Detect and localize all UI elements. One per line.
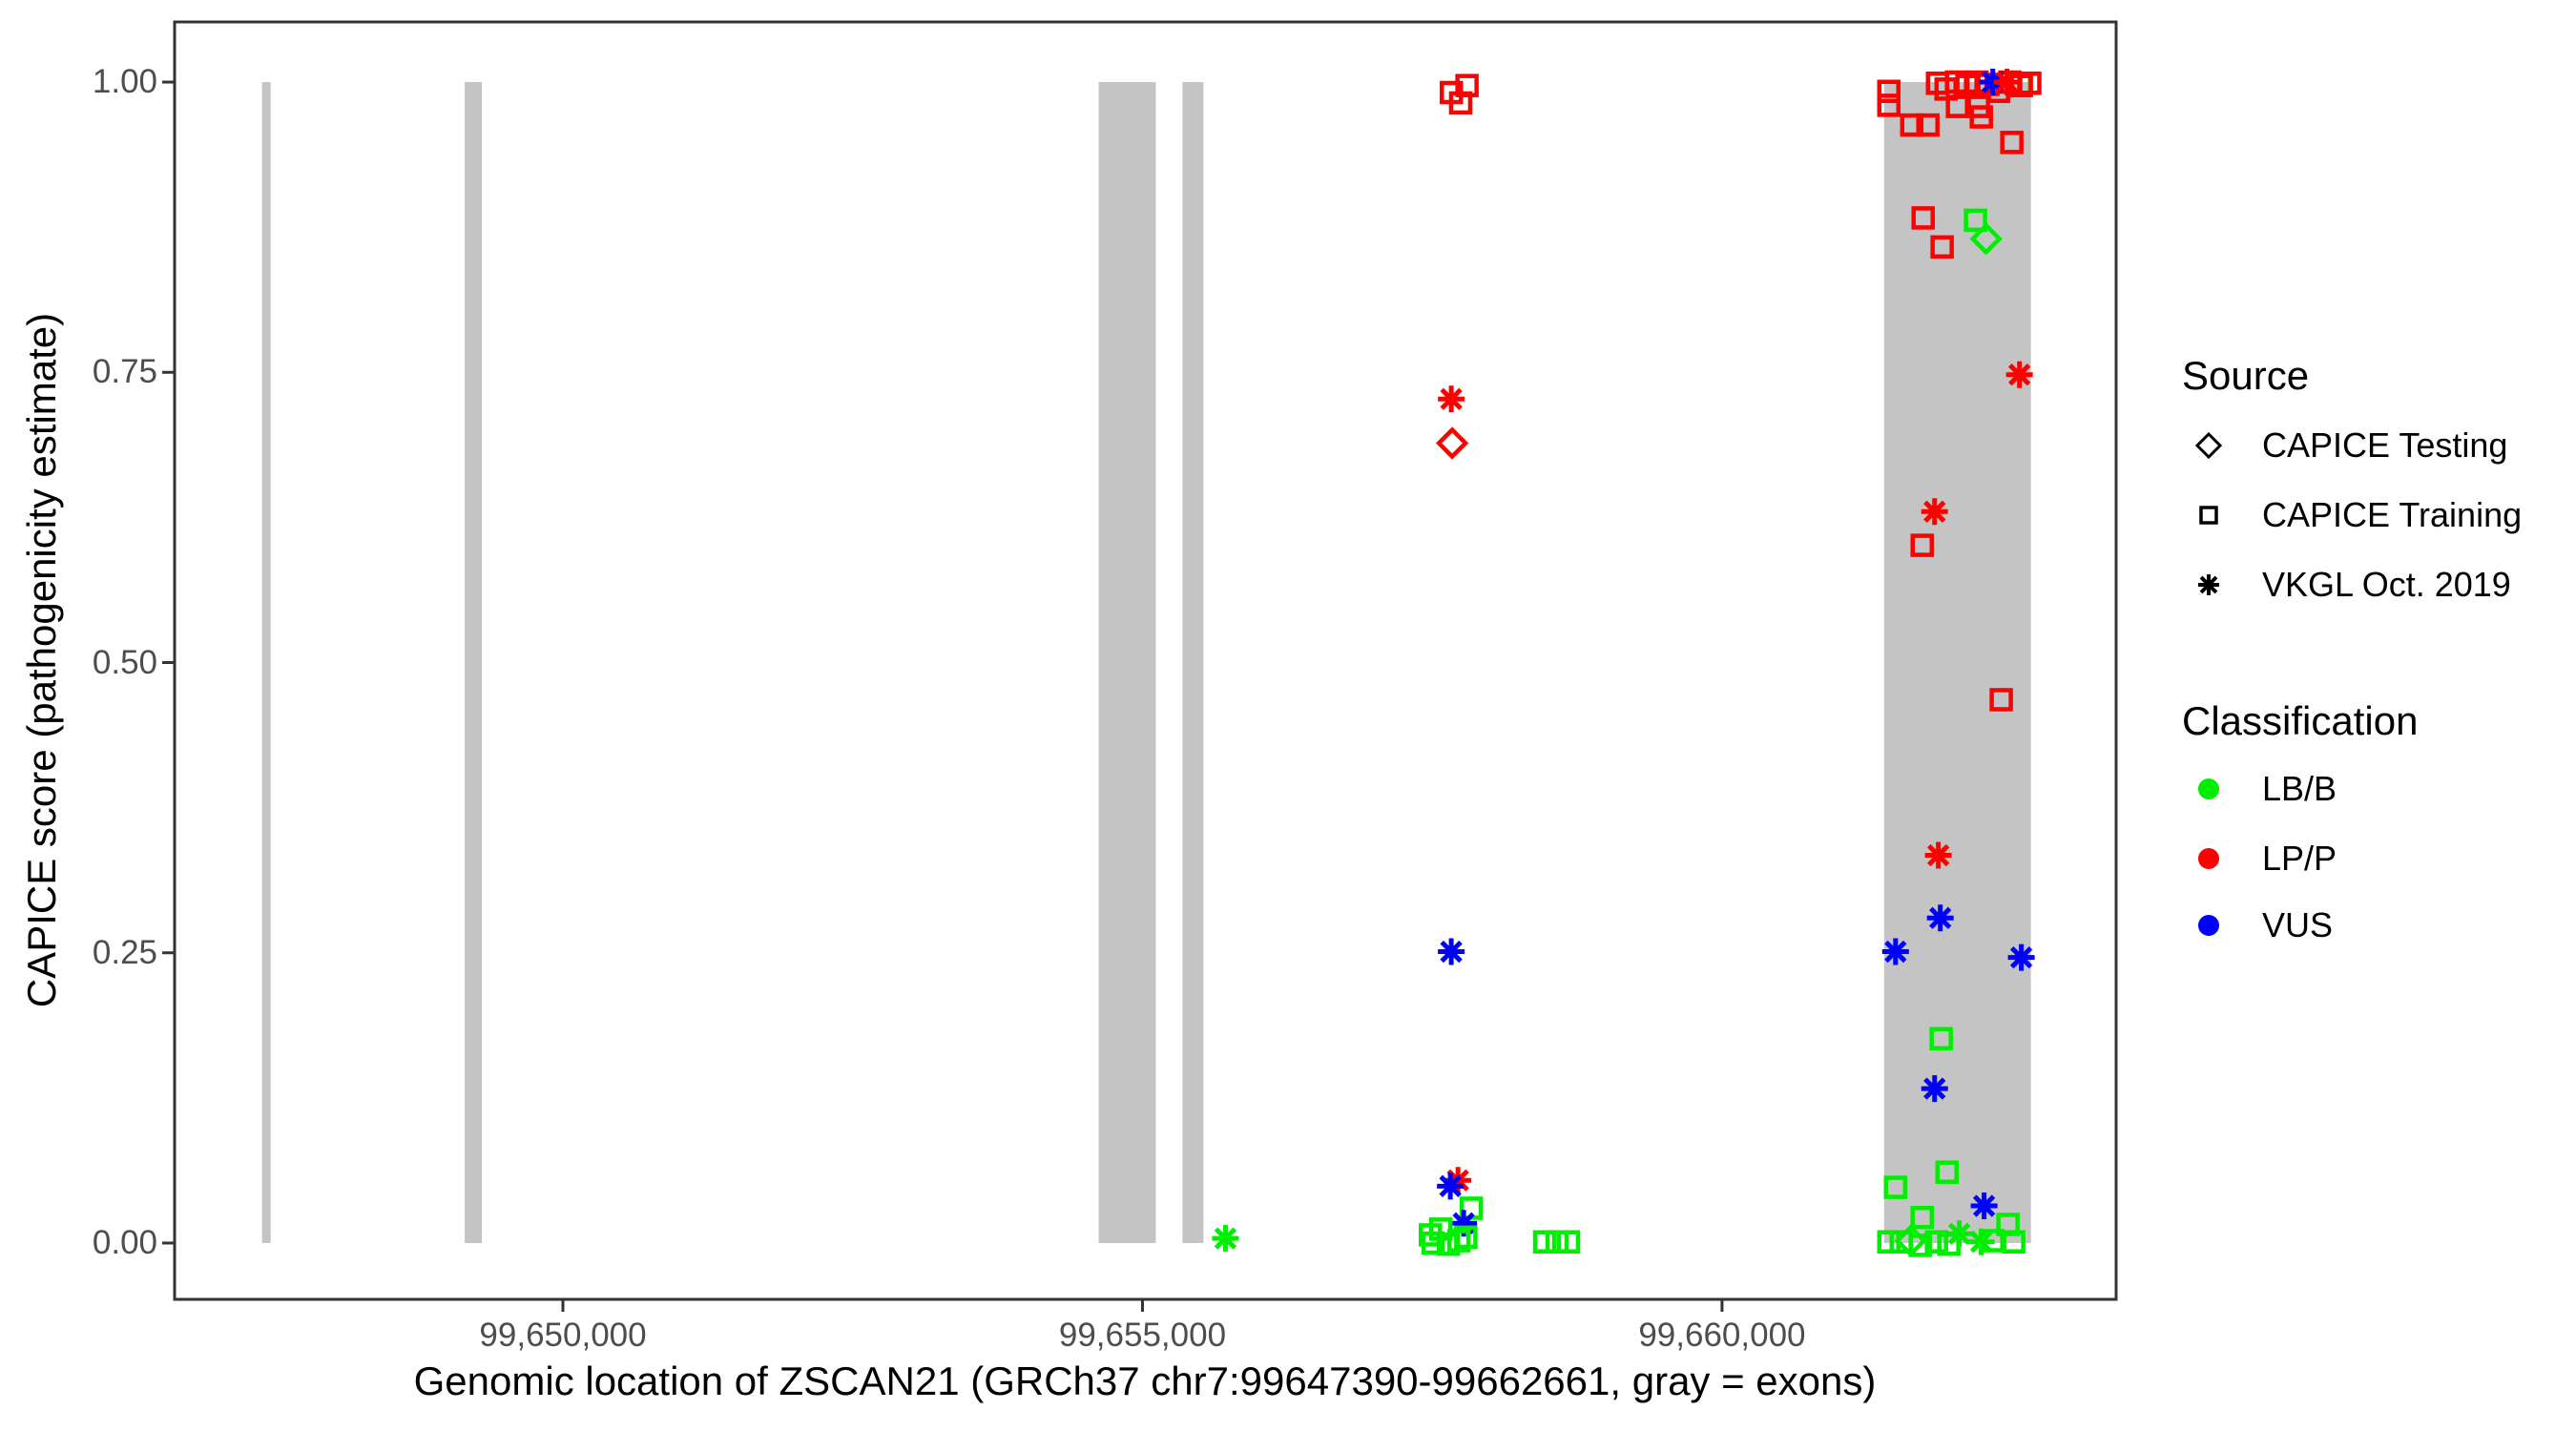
panel-border xyxy=(173,20,2118,1301)
data-point-square xyxy=(1908,1234,1932,1257)
y-tick-label: 0.75 xyxy=(92,353,157,391)
data-point-asterisk xyxy=(1212,1225,1239,1253)
data-point-square xyxy=(1446,1229,1471,1253)
data-point-asterisk xyxy=(1450,1210,1478,1237)
x-axis-title: Genomic location of ZSCAN21 (GRCh37 chr7… xyxy=(413,1358,1877,1403)
y-tick-label: 0.00 xyxy=(92,1223,157,1261)
legend-item-label: LP/P xyxy=(2262,839,2337,878)
data-point-asterisk xyxy=(1438,385,1465,413)
y-tick-label: 0.50 xyxy=(92,643,157,681)
legend-item-lbb: LB/B xyxy=(2182,768,2337,810)
data-point-square xyxy=(1969,105,1993,129)
data-point-asterisk xyxy=(1993,69,2021,96)
legend-item-capice-testing: CAPICE Testing xyxy=(2182,425,2507,467)
exon-bar xyxy=(1182,82,1204,1243)
data-point-square xyxy=(1929,1027,1953,1051)
data-point-square xyxy=(1989,688,2013,712)
data-point-square xyxy=(1910,533,1934,557)
y-axis-title: CAPICE score (pathogenicity estimate) xyxy=(19,312,64,1008)
data-point-asterisk xyxy=(2005,361,2033,388)
legend-item-vus: VUS xyxy=(2182,904,2333,946)
legend-source-title: Source xyxy=(2182,353,2310,398)
legend-item-label: CAPICE Training xyxy=(2262,495,2523,534)
data-point-asterisk xyxy=(1945,1220,1973,1248)
data-point-asterisk xyxy=(1437,1172,1465,1200)
y-tick-label: 1.00 xyxy=(92,63,157,101)
data-point-square xyxy=(1556,1230,1581,1255)
data-point-square xyxy=(2000,131,2024,155)
asterisk-icon xyxy=(2182,564,2235,606)
data-point-asterisk xyxy=(1438,938,1465,965)
lbb-color-dot xyxy=(2198,778,2219,799)
data-point-asterisk xyxy=(1979,69,2006,96)
data-point-square xyxy=(1911,206,1935,230)
data-point-square xyxy=(1916,113,1940,137)
data-point-square xyxy=(1532,1230,1557,1255)
data-point-square xyxy=(1900,113,1924,137)
legend-item-label: CAPICE Testing xyxy=(2262,425,2508,465)
x-tick-label: 99,650,000 xyxy=(479,1317,647,1354)
exon-bar xyxy=(261,82,271,1243)
data-point-asterisk xyxy=(1921,1075,1948,1103)
legend-item-label: LB/B xyxy=(2262,769,2337,808)
y-tick-label: 0.25 xyxy=(92,933,157,971)
data-point-square xyxy=(1454,1225,1478,1250)
x-tick-label: 99,655,000 xyxy=(1058,1317,1227,1354)
diamond-icon xyxy=(2182,425,2235,467)
legend-classification-title: Classification xyxy=(2182,698,2419,743)
data-point-square xyxy=(1448,91,1473,115)
data-point-square xyxy=(1877,79,1901,104)
data-point-square xyxy=(1910,1205,1934,1230)
data-point-square xyxy=(1883,1175,1908,1199)
data-point-asterisk xyxy=(2007,944,2035,971)
data-point-square xyxy=(2002,1230,2025,1255)
exon-bar xyxy=(465,82,483,1243)
x-tick-label: 99,660,000 xyxy=(1638,1317,1806,1354)
data-point-diamond xyxy=(1435,426,1469,460)
square-icon xyxy=(2182,494,2235,536)
lpp-color-dot xyxy=(2198,848,2219,869)
exon-bar xyxy=(1883,82,2031,1243)
exon-bar xyxy=(1098,82,1156,1243)
legend-item-label: VKGL Oct. 2019 xyxy=(2262,565,2511,604)
data-point-square xyxy=(1924,1230,1948,1255)
vus-color-dot xyxy=(2198,915,2219,936)
data-point-square xyxy=(1877,93,1901,117)
data-point-square xyxy=(1963,208,1987,233)
data-point-asterisk xyxy=(1921,498,1948,526)
data-point-asterisk xyxy=(1924,841,1952,869)
data-point-diamond xyxy=(1969,222,2003,256)
legend-item-label: VUS xyxy=(2262,905,2334,944)
data-point-asterisk xyxy=(1970,1192,1998,1220)
legend-item-vkgl: VKGL Oct. 2019 xyxy=(2182,564,2511,606)
data-point-square xyxy=(1930,235,1954,259)
data-point-square xyxy=(1421,1231,1445,1255)
data-point-square xyxy=(1935,1160,1959,1184)
legend-item-lpp: LP/P xyxy=(2182,838,2337,880)
legend-item-capice-training: CAPICE Training xyxy=(2182,494,2522,536)
data-point-asterisk xyxy=(1926,904,1954,932)
data-point-asterisk xyxy=(1881,938,1909,965)
